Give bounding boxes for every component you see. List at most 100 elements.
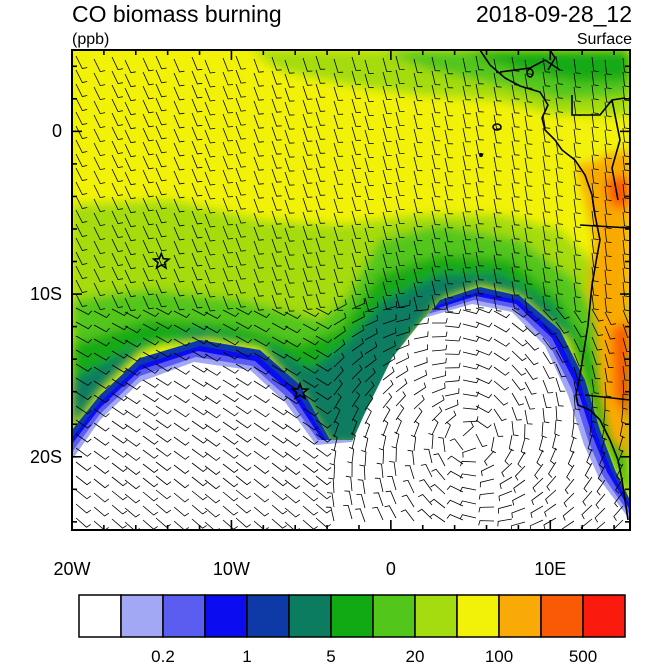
wind-barb xyxy=(124,507,141,518)
wind-barb xyxy=(555,181,564,197)
wind-barb xyxy=(155,335,172,344)
wind-barb xyxy=(543,517,557,530)
wind-barb xyxy=(222,323,239,332)
wind-barb xyxy=(604,311,616,326)
wind-barb xyxy=(351,311,365,324)
wind-barb xyxy=(191,406,208,416)
wind-barb xyxy=(573,240,581,256)
wind-barb xyxy=(302,295,313,310)
wind-barb xyxy=(75,111,88,125)
wind-barb xyxy=(363,435,369,453)
wind-barb xyxy=(373,492,384,507)
wind-barb xyxy=(382,406,391,423)
wind-barb xyxy=(395,391,407,407)
wind-barb xyxy=(475,55,484,71)
wind-barb xyxy=(555,363,567,378)
wind-barb xyxy=(508,434,514,452)
wind-barb xyxy=(111,168,123,183)
wind-barb xyxy=(462,57,471,73)
wind-barb xyxy=(191,154,203,169)
wind-barb xyxy=(413,254,423,270)
wind-barb xyxy=(431,182,441,198)
wind-barb xyxy=(142,477,159,488)
wind-barb xyxy=(253,450,270,460)
wind-barb xyxy=(173,156,185,171)
wind-barb xyxy=(235,55,246,70)
wind-barb xyxy=(524,157,533,173)
wind-barb xyxy=(511,322,528,333)
wind-barb xyxy=(124,213,136,228)
wind-barb xyxy=(173,100,185,115)
level-label: Surface xyxy=(576,31,632,48)
wind-barb xyxy=(555,237,564,253)
colorbar-label: 100 xyxy=(484,647,514,666)
wind-barb xyxy=(462,211,471,227)
wind-barb xyxy=(173,366,190,375)
wind-barb xyxy=(191,392,208,402)
wind-barb xyxy=(534,463,544,480)
wind-barb xyxy=(142,463,159,474)
wind-barb xyxy=(142,155,154,170)
wind-barb xyxy=(124,465,141,476)
wind-barb xyxy=(345,475,353,492)
wind-barb xyxy=(271,266,282,281)
wind-barb xyxy=(191,196,203,211)
wind-barb xyxy=(511,336,528,347)
wind-barb xyxy=(284,339,301,348)
wind-barb xyxy=(524,171,533,187)
wind-barb xyxy=(530,505,544,518)
wind-barb xyxy=(459,514,477,520)
wind-barb xyxy=(284,325,301,334)
wind-barb xyxy=(395,378,408,393)
wind-barb xyxy=(431,252,441,268)
wind-barb xyxy=(204,101,216,116)
wind-barb xyxy=(364,301,379,313)
wind-barb xyxy=(142,183,154,198)
wind-barb xyxy=(446,485,464,493)
wind-barb xyxy=(514,465,526,481)
wind-barb xyxy=(75,489,92,500)
wind-barb xyxy=(173,296,185,311)
wind-barb xyxy=(235,167,246,182)
y-tick-label: 0 xyxy=(51,121,62,142)
wind-barb xyxy=(222,57,234,72)
wind-barb xyxy=(462,336,480,342)
wind-barb xyxy=(315,167,326,182)
wind-barb xyxy=(271,140,282,155)
wind-barb xyxy=(75,251,88,265)
wind-barb xyxy=(173,72,185,87)
wind-barb xyxy=(111,364,128,373)
wind-barb xyxy=(475,69,484,85)
wind-barb xyxy=(604,157,612,173)
wind-barb xyxy=(573,72,581,88)
wind-barb xyxy=(329,463,335,480)
wind-barb xyxy=(431,370,447,380)
wind-barb xyxy=(333,282,344,297)
wind-barb xyxy=(536,449,544,467)
wind-barb xyxy=(475,111,484,127)
wind-barb xyxy=(333,339,346,354)
wind-barb xyxy=(253,408,270,418)
wind-barb xyxy=(400,509,415,522)
wind-barb xyxy=(253,170,264,185)
wind-barb xyxy=(235,293,246,308)
wind-barb xyxy=(173,492,190,503)
wind-barb xyxy=(124,311,142,319)
wind-barb xyxy=(333,212,344,227)
wind-barb xyxy=(604,87,612,103)
wind-barb xyxy=(524,255,533,271)
wind-barb xyxy=(582,490,593,506)
wind-barb xyxy=(351,56,361,71)
wind-barb xyxy=(462,267,471,283)
wind-barb xyxy=(511,378,526,391)
wind-barb xyxy=(351,182,361,197)
wind-barb xyxy=(93,478,110,489)
wind-barb xyxy=(191,224,203,239)
wind-barb xyxy=(475,181,484,197)
wind-barb xyxy=(284,395,301,405)
wind-barb xyxy=(555,293,564,309)
wind-barb xyxy=(555,335,569,349)
wind-barb xyxy=(142,323,159,332)
wind-barb xyxy=(124,283,136,298)
wind-barb xyxy=(191,252,203,267)
